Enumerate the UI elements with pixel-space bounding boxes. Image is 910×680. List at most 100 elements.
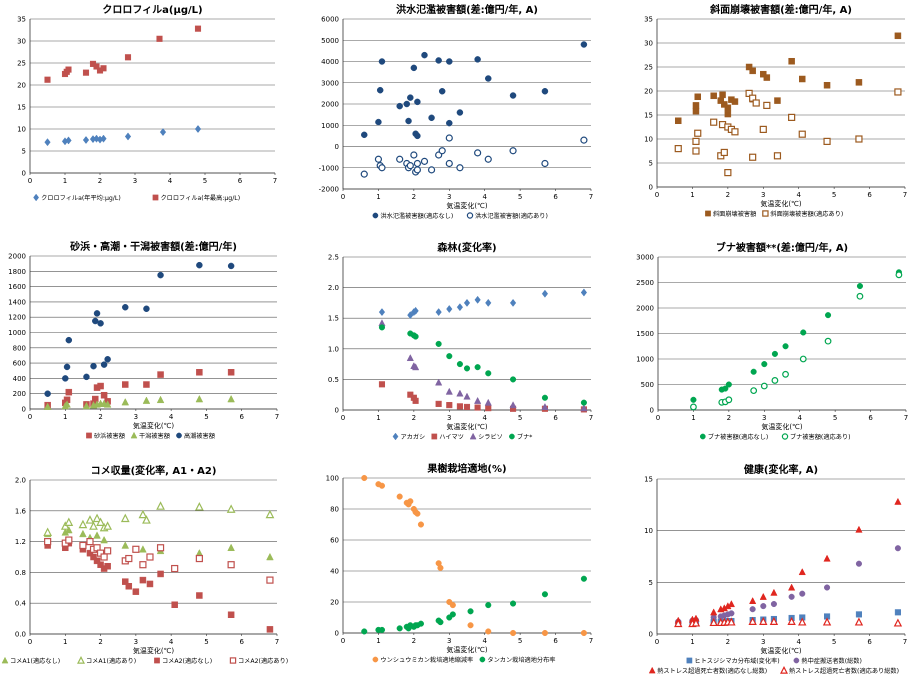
data-point xyxy=(456,303,464,312)
x-tick-label: 6 xyxy=(867,638,872,646)
y-tick-label: 100 xyxy=(326,475,339,483)
data-point xyxy=(854,617,864,626)
y-tick-label: 0.4 xyxy=(15,600,27,608)
data-point xyxy=(403,100,411,108)
data-point xyxy=(763,74,771,81)
data-point xyxy=(97,320,104,327)
data-point xyxy=(103,400,112,408)
y-tick-label: 35 xyxy=(17,16,26,24)
data-point xyxy=(692,102,700,109)
legend-label: ブナ被害額(適応あり) xyxy=(790,433,851,441)
data-point xyxy=(724,104,732,112)
data-point xyxy=(226,504,236,513)
series xyxy=(378,288,588,320)
data-point xyxy=(773,152,782,160)
data-point xyxy=(227,611,235,618)
legend-marker xyxy=(130,431,138,439)
data-point xyxy=(435,400,442,407)
data-point xyxy=(65,388,73,396)
data-point xyxy=(675,117,682,125)
data-point xyxy=(485,405,492,412)
data-point xyxy=(485,370,492,377)
data-point xyxy=(674,145,682,153)
data-point xyxy=(407,391,414,398)
legend-marker xyxy=(154,657,160,664)
y-tick-label: -2000 xyxy=(319,186,339,194)
data-point xyxy=(509,401,517,409)
chart-panel: 洪水氾濫被害額(差:億円/年, A) -2000 -1000 0 1000 2000 300… xyxy=(319,3,594,220)
data-point xyxy=(509,92,517,99)
data-point xyxy=(103,521,113,530)
x-tick-label: 7 xyxy=(589,637,593,645)
y-tick-label: 2.5 xyxy=(328,254,339,262)
y-tick-label: 1000 xyxy=(636,356,654,364)
x-tick-label: 1 xyxy=(690,638,694,646)
x-tick-label: 2 xyxy=(412,414,416,422)
data-point xyxy=(580,399,587,406)
data-point xyxy=(446,305,453,314)
data-point xyxy=(417,620,424,627)
data-point xyxy=(824,337,832,345)
data-point xyxy=(800,329,807,336)
x-tick-label: 2 xyxy=(98,638,102,646)
legend-label: クロロフィルa(年平均:μg/L) xyxy=(41,194,121,202)
x-axis-label: 気温変化(℃) xyxy=(446,422,488,431)
data-point xyxy=(823,81,831,89)
chart-title: 斜面崩壊被害額(差:億円/年, A) xyxy=(709,3,852,16)
y-tick-label: 0 xyxy=(22,170,26,178)
data-point xyxy=(266,552,274,561)
data-point xyxy=(417,521,424,528)
y-tick-label: 15 xyxy=(17,104,26,112)
x-tick-label: 5 xyxy=(518,414,522,422)
x-tick-label: 2 xyxy=(726,638,730,646)
data-point xyxy=(760,70,767,78)
data-point xyxy=(407,94,414,101)
x-tick-label: 7 xyxy=(904,414,908,422)
series xyxy=(44,261,235,397)
x-axis-label: 気温変化(℃) xyxy=(133,646,175,655)
x-tick-label: 3 xyxy=(447,193,451,201)
data-point xyxy=(449,611,456,618)
data-point xyxy=(446,402,453,409)
data-point xyxy=(89,521,98,530)
data-point xyxy=(771,350,778,357)
data-point xyxy=(82,69,90,76)
data-point xyxy=(396,625,403,632)
data-point xyxy=(510,376,517,383)
data-point xyxy=(376,86,384,94)
legend-label: ブナ被害額(適応なし) xyxy=(708,433,769,441)
x-tick-label: 4 xyxy=(169,638,174,646)
data-point xyxy=(412,306,419,315)
data-point xyxy=(895,271,903,279)
legend-marker xyxy=(33,193,40,202)
data-point xyxy=(788,57,795,65)
data-point xyxy=(361,131,368,139)
y-tick-label: 2.0 xyxy=(328,284,339,292)
y-tick-label: 15 xyxy=(644,112,653,120)
data-point xyxy=(692,147,700,155)
data-point xyxy=(63,363,71,371)
data-point xyxy=(435,308,442,317)
data-point xyxy=(855,135,863,143)
data-point xyxy=(798,568,806,576)
chart-panel: コメ収量(変化率, A1・A2) 0.0 0.4 0.8 1.2 1.6 2.0 0 1 2 3 4 5… xyxy=(1,464,288,665)
series xyxy=(690,269,902,403)
legend-label: シラビソ xyxy=(478,433,503,441)
x-tick-label: 0 xyxy=(341,414,345,422)
legend-marker xyxy=(699,433,706,440)
x-tick-label: 6 xyxy=(238,177,243,185)
data-point xyxy=(449,602,456,609)
data-point xyxy=(855,79,863,86)
data-point xyxy=(121,397,130,406)
y-tick-label: 500 xyxy=(641,381,654,389)
data-point xyxy=(722,385,729,392)
legend-label: 干潟被害額 xyxy=(139,432,170,440)
data-point xyxy=(824,584,831,591)
data-point xyxy=(893,618,903,627)
data-point xyxy=(894,545,901,552)
legend-label: アカガシ xyxy=(401,433,426,441)
data-point xyxy=(227,262,235,270)
data-point xyxy=(157,570,164,578)
x-tick-label: 2 xyxy=(412,637,416,645)
series xyxy=(44,25,202,83)
